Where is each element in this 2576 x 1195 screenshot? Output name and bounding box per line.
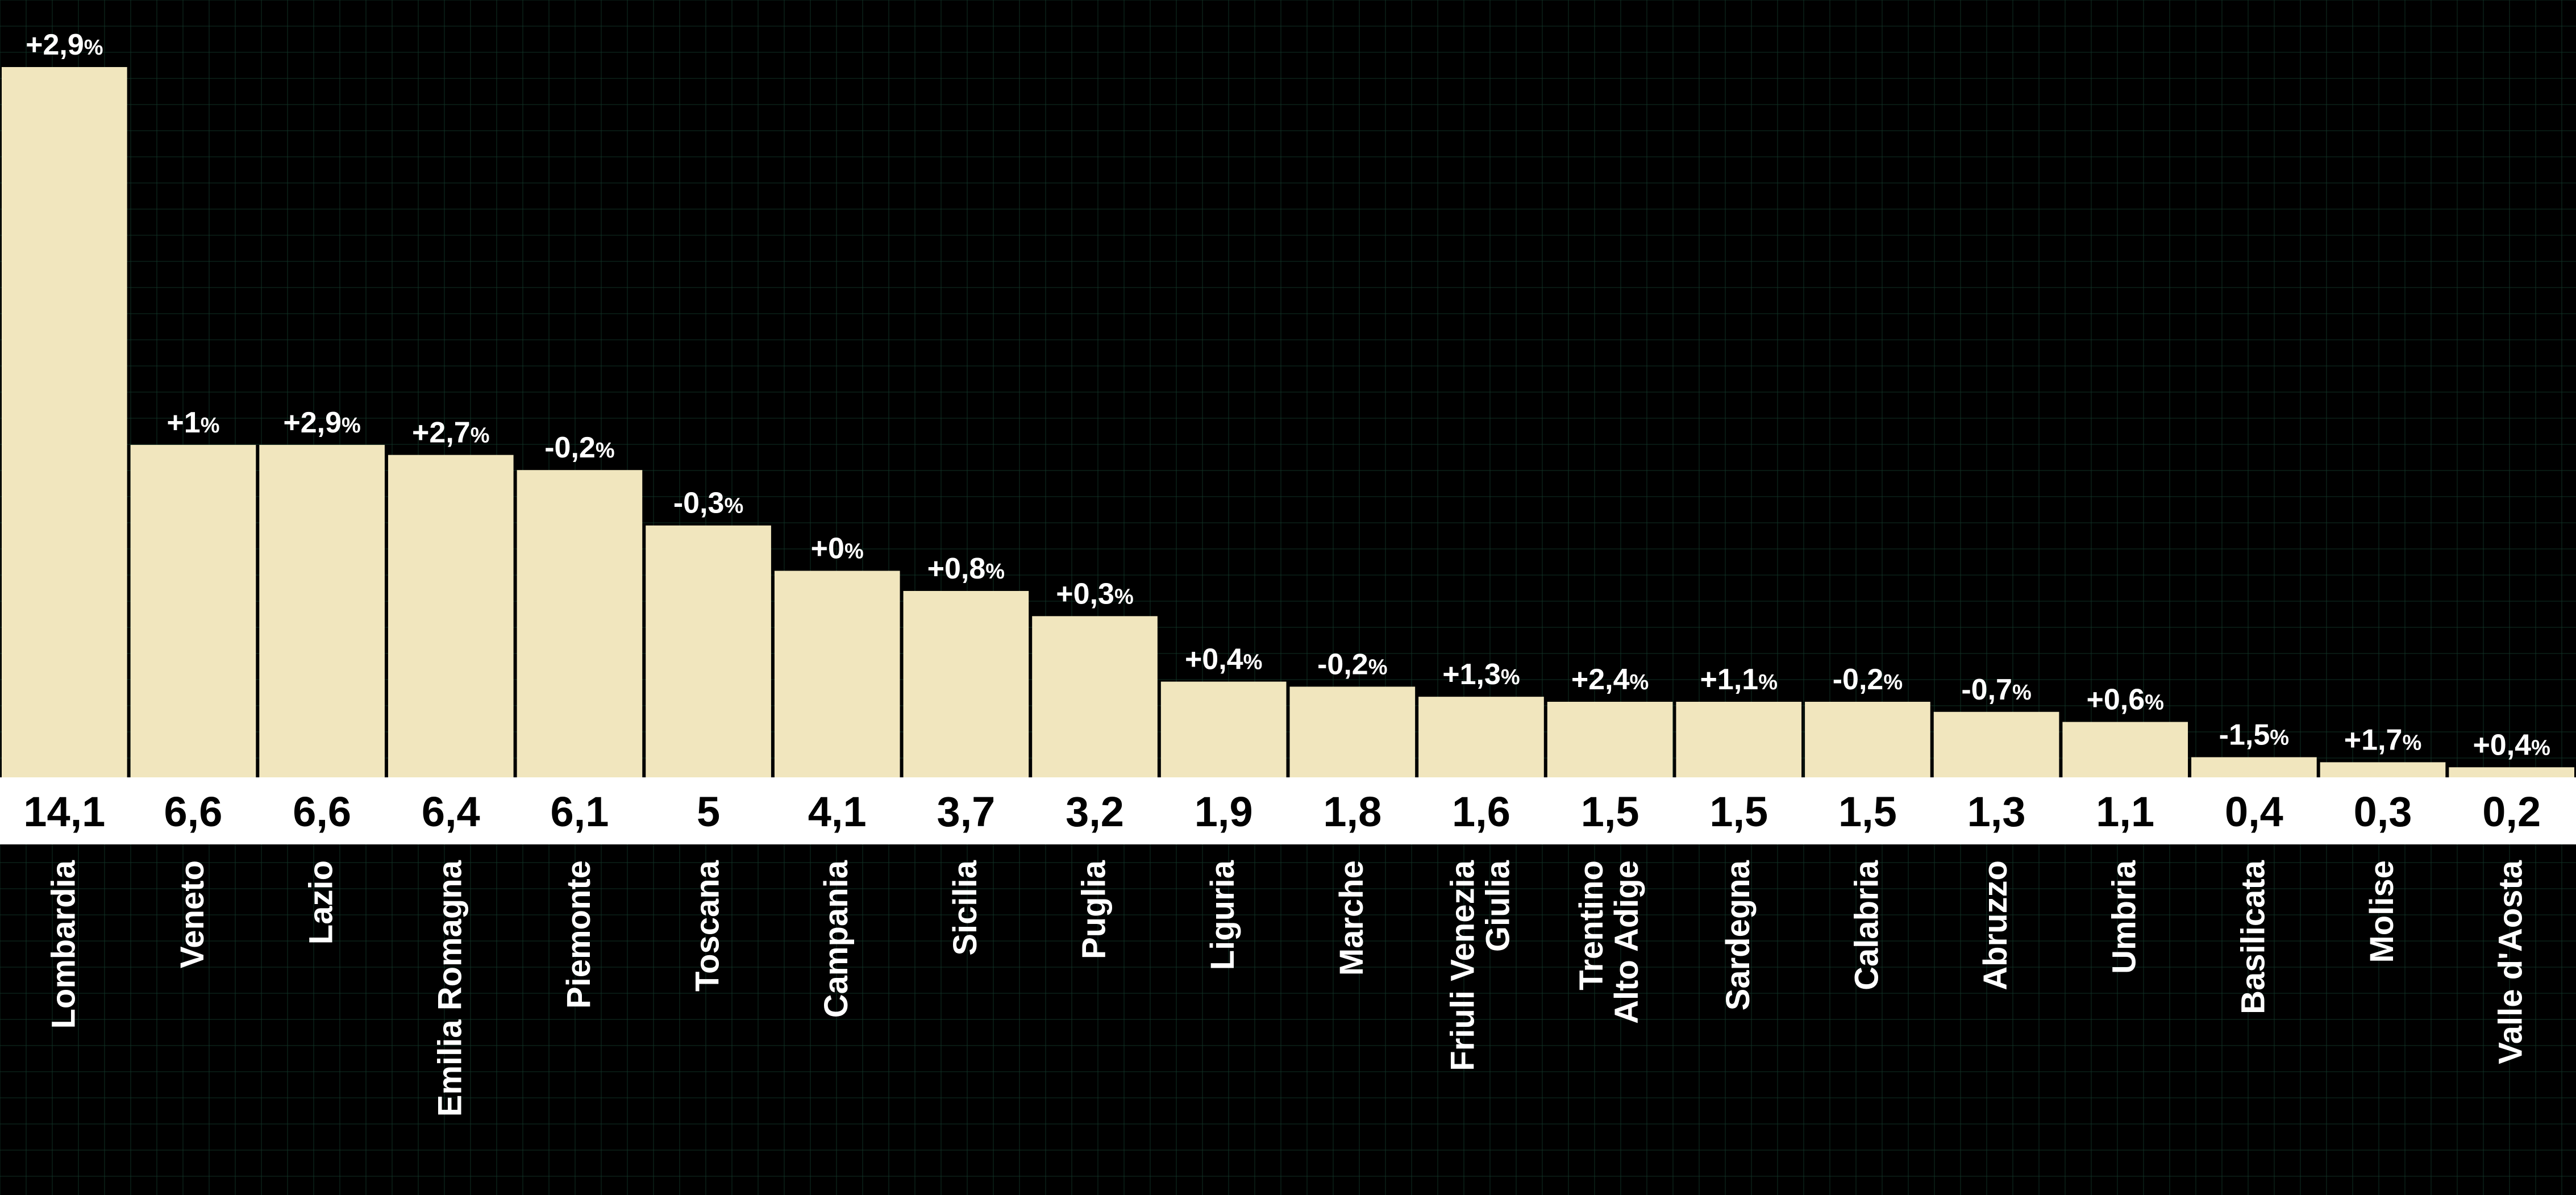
region-label-liguria: Liguria xyxy=(1204,860,1241,970)
bar-valle-d-aosta xyxy=(2449,767,2574,777)
region-label-emilia-romagna: Emilia Romagna xyxy=(431,860,468,1117)
change-label-trentino-alto-adige: +2,4% xyxy=(1571,663,1649,696)
change-label-friuli-venezia-giulia: +1,3% xyxy=(1442,658,1520,691)
region-label-basilicata: Basilicata xyxy=(2234,860,2271,1014)
value-label-lazio: 6,6 xyxy=(293,788,351,835)
change-label-puglia: +0,3% xyxy=(1056,577,1133,610)
value-strip xyxy=(0,777,2576,844)
region-label-abruzzo: Abruzzo xyxy=(1977,860,2014,990)
change-label-molise: +1,7% xyxy=(2344,723,2421,756)
region-labels-group: Lombardia Veneto Lazio Emilia Romagna Piemon… xyxy=(45,860,2529,1117)
change-label-lazio: +2,9% xyxy=(283,406,360,439)
change-label-piemonte: -0,2% xyxy=(544,431,614,464)
bar-toscana xyxy=(646,525,771,777)
bar-emilia-romagna xyxy=(388,455,514,777)
change-label-sicilia: +0,8% xyxy=(927,552,1005,585)
region-label-piemonte: Piemonte xyxy=(560,860,597,1009)
region-label-campania: Campania xyxy=(818,860,855,1018)
bar-basilicata xyxy=(2191,757,2317,777)
bar-sardegna xyxy=(1676,702,1802,777)
value-label-lombardia: 14,1 xyxy=(23,788,105,835)
change-label-sardegna: +1,1% xyxy=(1700,663,1778,696)
value-label-molise: 0,3 xyxy=(2354,788,2412,835)
value-label-sardegna: 1,5 xyxy=(1709,788,1768,835)
region-label-molise: Molise xyxy=(2363,860,2400,963)
change-label-veneto: +1% xyxy=(167,406,219,439)
region-label-puglia: Puglia xyxy=(1076,860,1113,959)
change-label-emilia-romagna: +2,7% xyxy=(412,417,489,449)
value-label-basilicata: 0,4 xyxy=(2225,788,2283,835)
bar-campania xyxy=(774,571,900,777)
value-label-abruzzo: 1,3 xyxy=(1967,788,2026,835)
region-label-alto-adige: Alto Adige xyxy=(1608,860,1645,1024)
change-label-liguria: +0,4% xyxy=(1185,643,1262,676)
region-label-trentino: Trentino xyxy=(1573,860,1610,990)
value-label-liguria: 1,9 xyxy=(1195,788,1253,835)
region-label-sicilia: Sicilia xyxy=(947,860,984,955)
value-label-campania: 4,1 xyxy=(808,788,867,835)
bar-calabria xyxy=(1805,702,1930,777)
value-label-marche: 1,8 xyxy=(1323,788,1381,835)
bar-piemonte xyxy=(517,470,643,777)
region-label-friuli-venezia: Friuli Venezia xyxy=(1444,860,1481,1071)
value-label-valle-d-aosta: 0,2 xyxy=(2482,788,2541,835)
value-label-emilia-romagna: 6,4 xyxy=(422,788,480,835)
change-label-basilicata: -1,5% xyxy=(2219,719,2289,752)
bar-puglia xyxy=(1032,616,1158,777)
value-label-piemonte: 6,1 xyxy=(550,788,609,835)
region-label-sardegna: Sardegna xyxy=(1720,860,1757,1010)
region-label-lazio: Lazio xyxy=(303,860,340,944)
value-labels-group: 14,1 6,6 6,6 6,4 6,1 5 4,1 3,7 3,2 1,9 1,8 1,6 1,5 1,… xyxy=(23,788,2541,835)
region-label-calabria: Calabria xyxy=(1848,860,1885,990)
value-label-umbria: 1,1 xyxy=(2096,788,2154,835)
region-label-umbria: Umbria xyxy=(2106,860,2143,974)
region-label-marche: Marche xyxy=(1333,860,1370,976)
change-label-lombardia: +2,9% xyxy=(26,28,103,61)
change-label-toscana: -0,3% xyxy=(673,487,743,520)
value-label-toscana: 5 xyxy=(697,788,720,835)
change-label-abruzzo: -0,7% xyxy=(1961,673,2031,706)
bars-group xyxy=(2,67,2574,777)
change-label-campania: +0% xyxy=(811,532,864,565)
region-label-veneto: Veneto xyxy=(174,860,211,968)
change-label-marche: -0,2% xyxy=(1317,648,1387,681)
bar-abruzzo xyxy=(1933,711,2059,777)
bar-veneto xyxy=(130,444,256,777)
region-label-giulia: Giulia xyxy=(1479,860,1516,952)
bar-umbria xyxy=(2062,722,2188,777)
value-label-friuli-venezia-giulia: 1,6 xyxy=(1452,788,1510,835)
bar-marche xyxy=(1289,686,1416,777)
bar-liguria xyxy=(1160,681,1287,777)
bar-friuli-venezia-giulia xyxy=(1418,697,1544,777)
bar-trentino-alto-adige xyxy=(1547,702,1673,777)
region-label-valle-d-aosta: Valle d'Aosta xyxy=(2492,860,2529,1064)
bar-lombardia xyxy=(2,67,127,777)
change-label-umbria: +0,6% xyxy=(2086,683,2163,716)
value-label-calabria: 1,5 xyxy=(1838,788,1897,835)
region-label-lombardia: Lombardia xyxy=(45,860,82,1029)
bar-sicilia xyxy=(903,590,1029,777)
value-label-veneto: 6,6 xyxy=(164,788,223,835)
bar-lazio xyxy=(259,444,385,777)
value-label-trentino-alto-adige: 1,5 xyxy=(1581,788,1639,835)
value-label-puglia: 3,2 xyxy=(1066,788,1124,835)
bar-molise xyxy=(2320,762,2446,777)
change-label-valle-d-aosta: +0,4% xyxy=(2473,728,2550,761)
change-label-calabria: -0,2% xyxy=(1833,663,1903,696)
region-label-toscana: Toscana xyxy=(689,860,726,992)
value-label-sicilia: 3,7 xyxy=(937,788,995,835)
